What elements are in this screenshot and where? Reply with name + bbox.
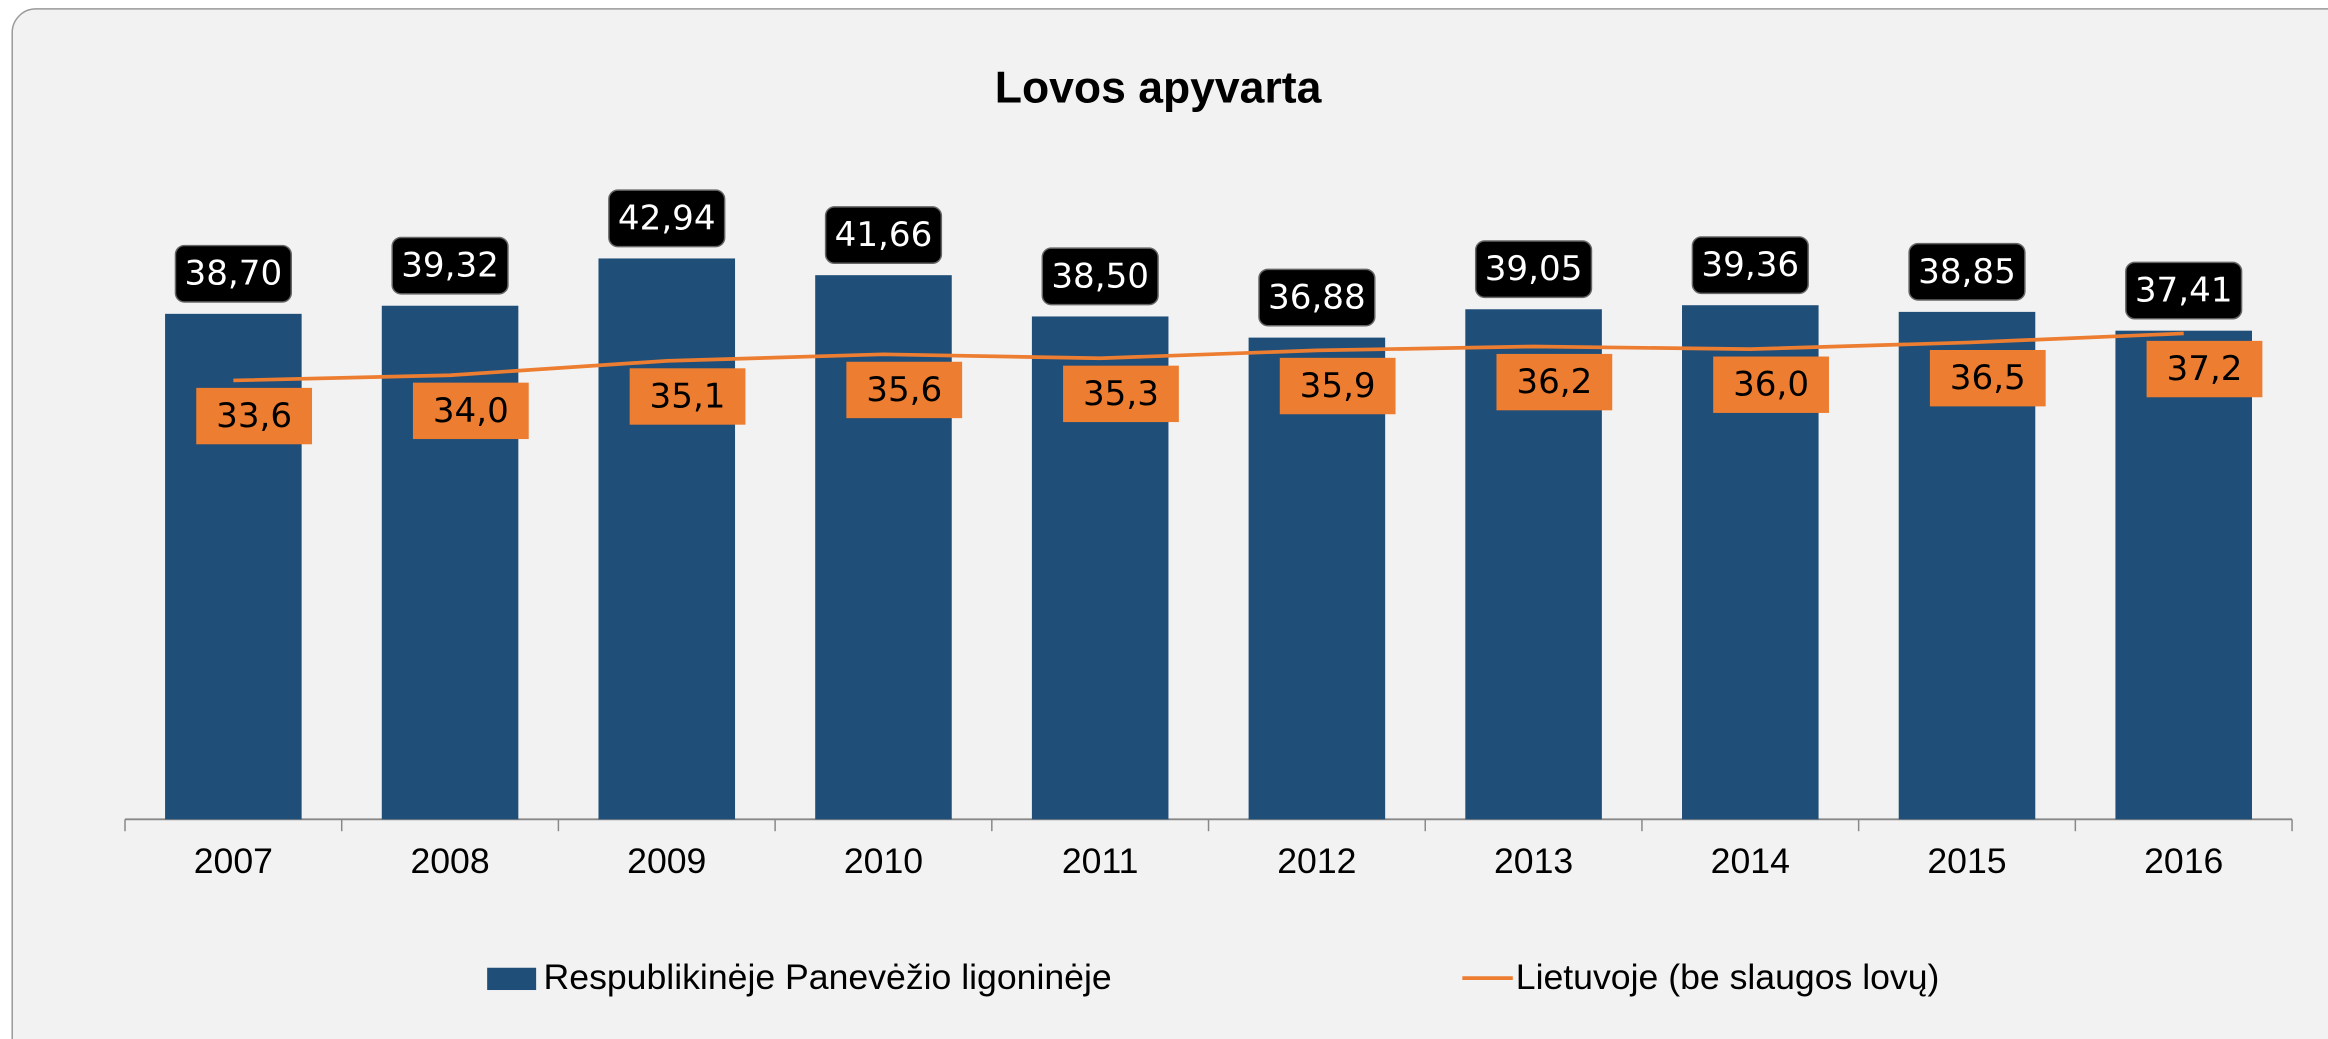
line-label-box — [1929, 349, 2046, 407]
bar — [598, 258, 736, 820]
line-label: 35,3 — [1083, 374, 1159, 414]
line — [233, 331, 2184, 383]
chart-title: Lovos apyvarta — [995, 63, 1323, 112]
bar-label-box — [174, 244, 292, 303]
bar-label: 42,94 — [618, 198, 716, 238]
bar-label-box — [1908, 242, 2026, 301]
line-label-box — [629, 368, 746, 425]
bar-label-box — [2125, 261, 2243, 320]
bar — [2115, 330, 2252, 820]
line-label: 35,9 — [1300, 366, 1376, 406]
bar-label-box — [824, 206, 943, 265]
line-label: 35,6 — [866, 370, 942, 410]
line-label-box — [1279, 357, 1396, 415]
bar-label: 41,66 — [835, 215, 933, 255]
bar-label-box — [1474, 240, 1593, 299]
bar-label: 38,50 — [1051, 256, 1149, 296]
legend-swatch — [487, 967, 537, 991]
line-label-box — [846, 361, 963, 419]
line-label: 37,2 — [2166, 349, 2242, 389]
bar-label-box — [391, 236, 509, 295]
bar-label: 39,05 — [1485, 249, 1583, 289]
bar-label: 39,32 — [401, 246, 499, 286]
bar-label: 37,41 — [2135, 271, 2233, 311]
x-tick-label: 2012 — [1277, 841, 1356, 881]
line-label-box — [2146, 340, 2263, 398]
bar-label: 39,36 — [1701, 245, 1799, 285]
bar-label-box — [1041, 247, 1159, 306]
bar-label-box — [608, 189, 726, 248]
x-tick-label: 2011 — [1062, 841, 1139, 881]
x-tick-label: 2010 — [844, 841, 923, 881]
x-tick-label: 2007 — [194, 841, 273, 881]
line-label: 36,2 — [1516, 362, 1592, 402]
line-label-box — [1063, 365, 1179, 423]
line-label-box — [196, 387, 313, 445]
x-tick-label: 2008 — [410, 841, 489, 881]
bar-label: 38,85 — [1918, 252, 2016, 292]
line-label-box — [412, 382, 529, 440]
bar-label: 38,70 — [185, 254, 283, 294]
line-label-box — [1496, 353, 1613, 411]
x-tick-label: 2014 — [1711, 841, 1790, 881]
x-tick-label: 2009 — [627, 841, 706, 881]
legend-label: Lietuvoje (be slaugos lovų) — [1516, 957, 1940, 997]
line-label: 36,0 — [1733, 365, 1809, 405]
x-tick-label: 2013 — [1494, 841, 1573, 881]
line-label: 35,1 — [650, 376, 726, 416]
bar-label-box — [1691, 236, 1809, 295]
line-label: 36,5 — [1950, 358, 2026, 398]
bar — [1248, 337, 1386, 820]
bar-label-box — [1258, 268, 1376, 327]
bar-label: 36,88 — [1268, 278, 1366, 318]
line-label-box — [1713, 356, 1829, 413]
x-tick-label: 2015 — [1927, 841, 2006, 881]
x-tick-label: 2016 — [2144, 841, 2223, 881]
line-label: 33,6 — [216, 396, 292, 436]
legend-label: Respublikinėje Panevėžio ligoninėje — [544, 957, 1112, 997]
line-label: 34,0 — [433, 391, 509, 431]
